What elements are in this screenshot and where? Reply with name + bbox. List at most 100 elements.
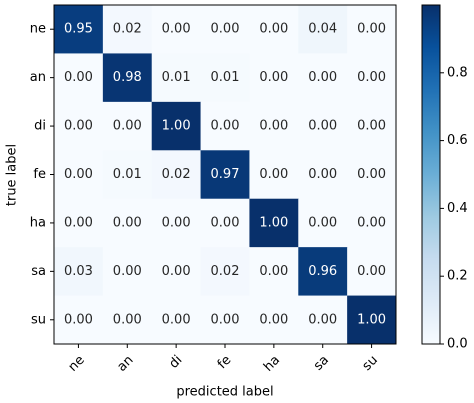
cell (102, 53, 153, 103)
cell-label: 0.00 (211, 215, 240, 230)
cell-label: 0.00 (162, 312, 191, 327)
cell-label: 0.00 (64, 215, 93, 230)
cell-label: 0.00 (357, 215, 386, 230)
cell-label: 0.00 (211, 22, 240, 37)
cell (249, 247, 299, 297)
x-tick-label: ha (261, 353, 283, 375)
cell (151, 247, 202, 297)
cell-label: 0.03 (64, 264, 93, 279)
cell-label: 0.00 (259, 264, 288, 279)
cell (151, 295, 202, 345)
cell (347, 5, 397, 54)
cell (200, 198, 250, 248)
cell (200, 5, 250, 54)
x-tick-label: sa (311, 353, 332, 374)
cell-label: 0.97 (211, 167, 240, 182)
cell (249, 5, 299, 54)
cell-label: 0.00 (64, 312, 93, 327)
cell-label: 0.00 (259, 119, 288, 134)
cell (200, 150, 250, 200)
x-tick-label: di (166, 353, 185, 372)
y-tick-label: an (30, 70, 46, 85)
cell (54, 295, 104, 345)
cell (298, 53, 348, 103)
cell-label: 0.00 (357, 70, 386, 85)
cell-label: 0.00 (259, 167, 288, 182)
cell-label: 0.00 (162, 264, 191, 279)
x-tick-label: ne (66, 353, 88, 375)
cell (102, 5, 153, 54)
cell (102, 295, 153, 345)
colorbar-tick-label: 0.2 (447, 269, 468, 284)
cell-label: 0.00 (357, 264, 386, 279)
cell-label: 0.00 (211, 312, 240, 327)
cell-label: 0.00 (357, 119, 386, 134)
cell-label: 0.00 (308, 119, 337, 134)
cell (249, 295, 299, 345)
cell-label: 0.00 (64, 70, 93, 85)
cell-label: 1.00 (162, 119, 191, 134)
cell-label: 1.00 (357, 312, 386, 327)
cell (102, 101, 153, 151)
cell (347, 53, 397, 103)
x-axis-label: predicted label (176, 385, 273, 400)
cell (249, 150, 299, 200)
cell-label: 0.95 (64, 22, 93, 37)
cell (102, 247, 153, 297)
cell (151, 198, 202, 248)
colorbar-tick-label: 0.0 (447, 337, 468, 352)
cell (347, 295, 397, 345)
cell (200, 101, 250, 151)
y-tick-label: di (34, 119, 46, 134)
cell (249, 53, 299, 103)
cell-label: 0.00 (211, 119, 240, 134)
cell (200, 247, 250, 297)
cell-label: 0.00 (64, 167, 93, 182)
cell-label: 0.00 (308, 312, 337, 327)
cell (200, 295, 250, 345)
cell (347, 198, 397, 248)
x-tick-label: fe (215, 353, 235, 373)
cell-label: 0.00 (64, 119, 93, 134)
y-tick-label: sa (31, 264, 46, 279)
cell (151, 53, 202, 103)
cell-label: 0.00 (259, 22, 288, 37)
cell-label: 0.00 (357, 22, 386, 37)
y-tick-label: ne (30, 22, 46, 37)
x-tick-label: su (360, 353, 381, 374)
cell-label: 0.00 (259, 312, 288, 327)
colorbar-tick-label: 0.6 (447, 133, 468, 148)
cell-label: 0.00 (162, 215, 191, 230)
cell-label: 0.00 (113, 264, 142, 279)
cell-label: 0.00 (308, 167, 337, 182)
cell (298, 5, 348, 54)
cell (102, 150, 153, 200)
cell (102, 198, 153, 248)
cell (54, 5, 104, 54)
cell (298, 150, 348, 200)
cell (298, 247, 348, 297)
cell-label: 0.00 (308, 70, 337, 85)
cell-label: 0.96 (308, 264, 337, 279)
cell-label: 0.01 (113, 167, 142, 182)
cell-label: 0.00 (308, 215, 337, 230)
y-tick-label: ha (30, 215, 46, 230)
cell (54, 247, 104, 297)
cell (347, 150, 397, 200)
cell (151, 150, 202, 200)
cell (151, 5, 202, 54)
cell (298, 198, 348, 248)
cell-label: 0.02 (113, 22, 142, 37)
cell-label: 0.00 (162, 22, 191, 37)
cell (347, 247, 397, 297)
cell (298, 295, 348, 345)
cell (200, 53, 250, 103)
cell (54, 150, 104, 200)
y-tick-label: su (31, 312, 46, 327)
cell-label: 0.01 (162, 70, 191, 85)
cell-label: 0.00 (357, 167, 386, 182)
cell (298, 101, 348, 151)
cell-label: 0.01 (211, 70, 240, 85)
colorbar-tick-label: 0.4 (447, 201, 468, 216)
